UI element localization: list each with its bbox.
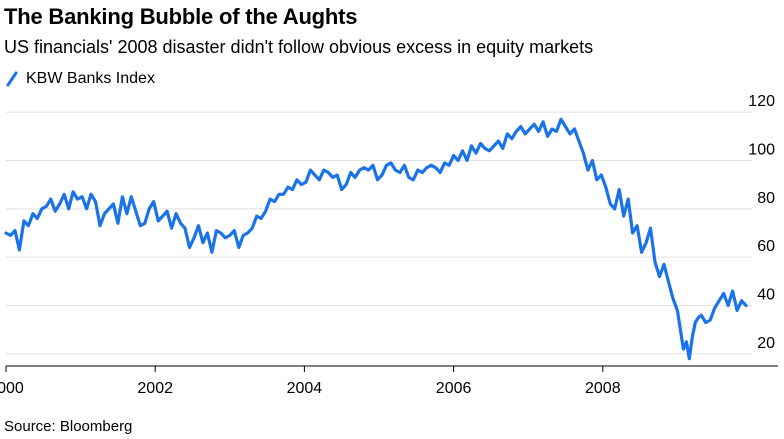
series-line-kbw-banks-index — [4, 117, 748, 361]
x-tick-label-2002: 2002 — [137, 380, 173, 397]
y-tick-label-20: 20 — [757, 335, 775, 352]
y-tick-label-40: 40 — [757, 287, 775, 304]
legend-swatch-kbw — [6, 71, 18, 87]
source-note: Source: Bloomberg — [4, 418, 133, 435]
legend: KBW Banks Index — [6, 70, 155, 88]
y-tick-label-100: 100 — [748, 141, 775, 158]
y-tick-label-120: 120 — [748, 93, 775, 110]
y-tick-label-60: 60 — [757, 238, 775, 255]
x-tick-label-2008: 2008 — [585, 380, 621, 397]
x-tick-label-2006: 2006 — [436, 380, 472, 397]
legend-label-kbw: KBW Banks Index — [26, 70, 155, 87]
y-tick-label-80: 80 — [757, 190, 775, 207]
chart-subtitle: US financials' 2008 disaster didn't foll… — [4, 37, 594, 57]
x-tick-label-2004: 2004 — [287, 380, 323, 397]
chart-title: The Banking Bubble of the Aughts — [4, 4, 358, 29]
